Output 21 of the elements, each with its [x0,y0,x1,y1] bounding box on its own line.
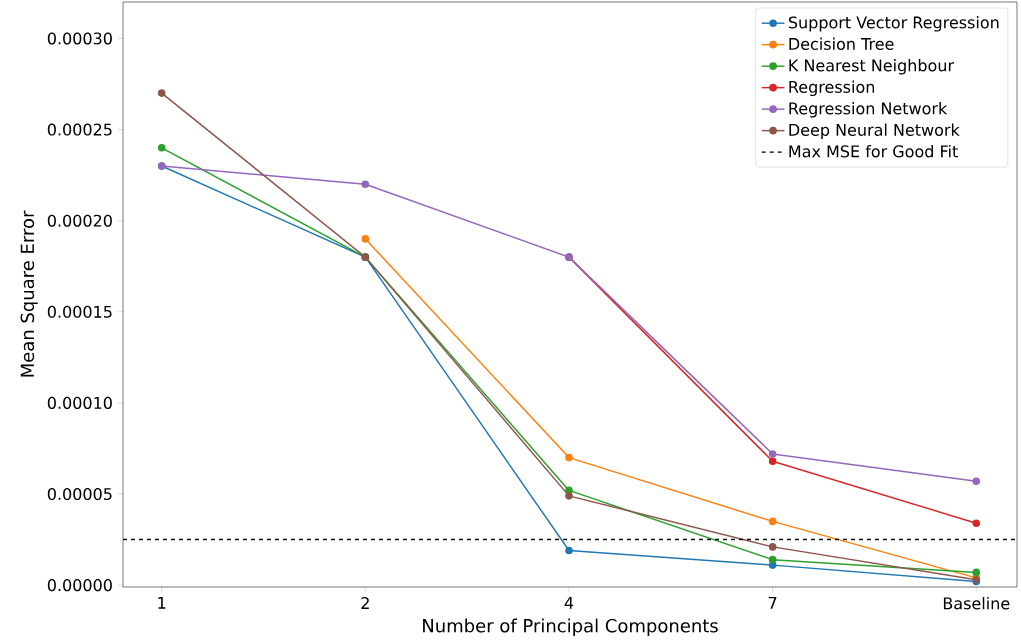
x-tick-label: 7 [768,597,777,609]
x-tick-label: Baseline [943,597,1010,610]
y-tick-label: 0.00025 [47,123,112,136]
legend-label: Decision Tree [789,37,894,50]
y-axis-title: Mean Square Error [20,210,38,377]
legend-label: Deep Neural Network [789,123,960,140]
y-tick-label: 0.00010 [47,396,112,409]
x-axis-title: Number of Principal Components [423,618,718,636]
legend-label: Max MSE for Good Fit [789,145,958,158]
legend-label: K Nearest Neighbour [789,59,955,75]
y-tick-label: 0.00000 [47,579,112,592]
x-tick-label: 4 [564,597,574,609]
y-tick-label: 0.00015 [47,305,112,318]
x-tick-label: 2 [361,597,369,609]
y-tick-label: 0.00020 [47,214,112,227]
x-tick-label: 1 [158,597,166,609]
legend-label: Regression Network [789,102,948,118]
y-tick-label: 0.00030 [47,32,112,45]
legend-label: Regression [789,80,875,97]
legend-label: Support Vector Regression [788,16,999,32]
y-tick-label: 0.00005 [47,487,112,501]
